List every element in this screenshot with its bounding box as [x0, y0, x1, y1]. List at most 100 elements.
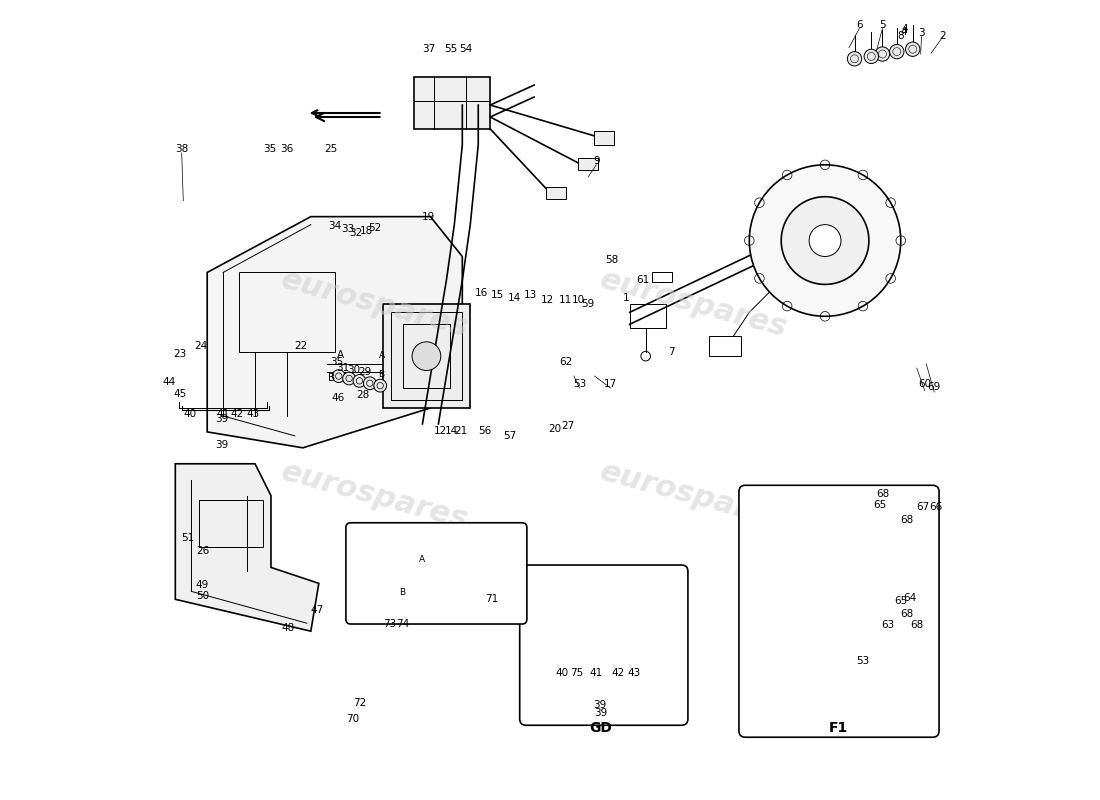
Circle shape	[872, 613, 884, 626]
Circle shape	[412, 342, 441, 370]
Text: 42: 42	[612, 668, 625, 678]
Bar	[789, 551, 837, 615]
FancyArrowPatch shape	[316, 113, 380, 121]
Text: 35: 35	[330, 357, 343, 366]
Text: 35: 35	[263, 144, 276, 154]
Circle shape	[343, 372, 355, 385]
Bar	[366, 547, 398, 607]
Text: 68: 68	[877, 489, 890, 499]
Circle shape	[905, 42, 920, 56]
Circle shape	[876, 47, 890, 61]
Text: eurospares: eurospares	[596, 266, 790, 343]
Text: 40: 40	[556, 668, 569, 678]
Circle shape	[606, 643, 621, 659]
Bar	[590, 623, 638, 679]
Polygon shape	[207, 217, 462, 448]
Text: 13: 13	[525, 290, 538, 300]
FancyBboxPatch shape	[345, 522, 527, 624]
Text: 59: 59	[582, 299, 595, 310]
Text: 20: 20	[548, 425, 561, 434]
Text: 7: 7	[668, 347, 674, 357]
Bar	[407, 555, 434, 595]
Text: 33: 33	[341, 224, 354, 234]
Circle shape	[363, 377, 376, 390]
Bar	[415, 77, 491, 129]
Text: 32: 32	[350, 227, 363, 238]
Text: 30: 30	[348, 365, 361, 374]
Text: 12: 12	[433, 426, 447, 436]
Text: 37: 37	[422, 44, 436, 54]
Text: 4: 4	[901, 26, 908, 37]
Text: B: B	[377, 370, 384, 379]
Text: 23: 23	[174, 349, 187, 358]
Bar	[383, 304, 471, 408]
Text: F1: F1	[829, 722, 848, 735]
Text: 72: 72	[353, 698, 366, 708]
Text: 25: 25	[324, 144, 338, 154]
Circle shape	[353, 374, 366, 387]
Text: 42: 42	[231, 410, 244, 419]
Text: 14: 14	[444, 426, 458, 436]
Text: 46: 46	[331, 394, 344, 403]
Bar	[542, 611, 590, 691]
Text: 5: 5	[879, 20, 886, 30]
Text: eurospares: eurospares	[278, 457, 472, 534]
Text: 70: 70	[346, 714, 360, 724]
Circle shape	[449, 567, 484, 602]
Circle shape	[636, 666, 647, 677]
Text: 68: 68	[901, 609, 914, 618]
Text: 43: 43	[246, 410, 260, 419]
Text: 22: 22	[295, 341, 308, 350]
Circle shape	[847, 52, 861, 66]
Bar	[403, 324, 450, 388]
Text: 16: 16	[475, 288, 488, 298]
Bar	[239, 273, 334, 352]
Text: 48: 48	[282, 623, 295, 633]
Text: 54: 54	[460, 44, 473, 54]
Text: eurospares: eurospares	[278, 266, 472, 343]
Text: 52: 52	[368, 223, 382, 233]
Text: 40: 40	[183, 410, 196, 419]
Text: 39: 39	[593, 700, 606, 710]
Bar	[781, 543, 845, 623]
Circle shape	[332, 370, 345, 382]
Text: 21: 21	[454, 426, 467, 436]
Bar	[546, 187, 565, 199]
Text: 55: 55	[444, 44, 458, 54]
Text: 51: 51	[182, 533, 195, 543]
Text: 14: 14	[507, 293, 520, 303]
Text: 64: 64	[904, 593, 917, 602]
Text: 62: 62	[559, 357, 573, 366]
Text: 3: 3	[918, 28, 925, 38]
Circle shape	[409, 562, 432, 586]
Text: 36: 36	[280, 144, 294, 154]
Bar	[845, 559, 893, 679]
Text: 68: 68	[910, 620, 923, 630]
Text: A: A	[378, 351, 385, 360]
Text: A: A	[337, 350, 344, 360]
Text: 53: 53	[573, 379, 586, 389]
Circle shape	[374, 379, 386, 392]
Text: 34: 34	[328, 222, 341, 231]
Bar	[629, 304, 666, 328]
Text: 60: 60	[918, 379, 932, 389]
Text: 45: 45	[174, 389, 187, 398]
Text: 9: 9	[593, 156, 600, 166]
Text: B: B	[399, 589, 406, 598]
Text: 75: 75	[570, 668, 583, 678]
Text: 26: 26	[196, 546, 209, 557]
Bar	[199, 500, 263, 547]
Text: 39: 39	[214, 414, 228, 424]
Text: 41: 41	[590, 668, 603, 678]
Text: B: B	[328, 373, 336, 382]
Text: 65: 65	[873, 500, 887, 510]
Circle shape	[865, 50, 879, 63]
Text: 47: 47	[310, 605, 323, 614]
Circle shape	[624, 660, 636, 671]
Bar	[710, 336, 741, 356]
Text: 6: 6	[856, 20, 862, 30]
Text: 53: 53	[856, 657, 869, 666]
Text: GD: GD	[590, 722, 613, 735]
Bar	[594, 130, 614, 145]
Text: 74: 74	[396, 619, 409, 630]
